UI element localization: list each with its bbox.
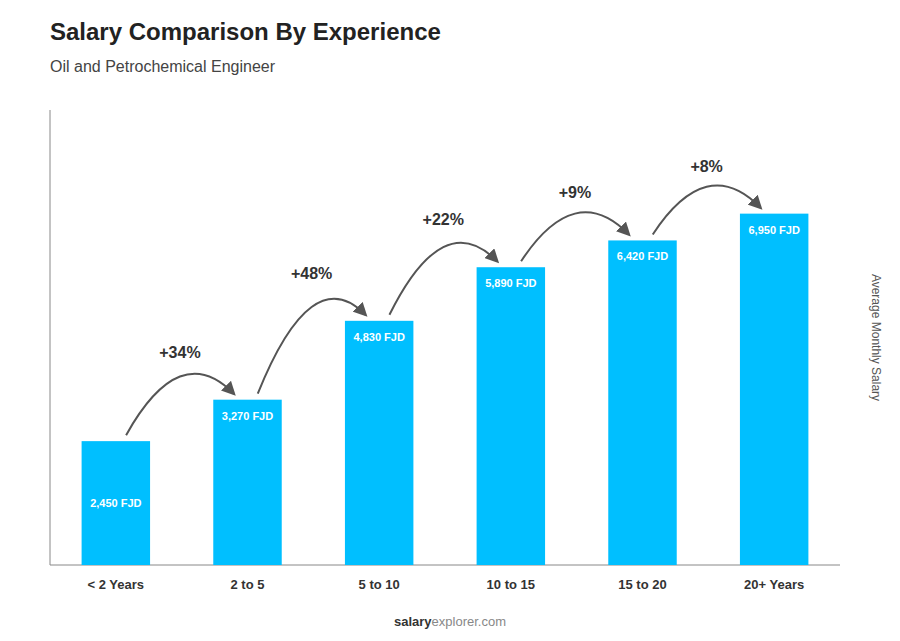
footer-rest: explorer.com xyxy=(432,614,506,629)
data-label: 3,270 FJD xyxy=(222,410,273,422)
change-arrow xyxy=(521,212,629,261)
data-label: 6,950 FJD xyxy=(748,224,799,236)
bar xyxy=(213,400,281,565)
data-label: 6,420 FJD xyxy=(617,250,668,262)
x-axis-line xyxy=(50,565,840,566)
change-arrow xyxy=(126,374,234,435)
change-arrow xyxy=(258,299,366,394)
footer-bold: salary xyxy=(394,614,432,629)
x-tick-label: 2 to 5 xyxy=(231,577,265,592)
chart: Salary Comparison By Experience Oil and P… xyxy=(0,0,900,641)
title: Salary Comparison By Experience xyxy=(50,18,441,45)
change-label: +34% xyxy=(159,344,200,361)
change-arrow xyxy=(653,186,761,235)
x-tick-label: 5 to 10 xyxy=(359,577,400,592)
data-label: 2,450 FJD xyxy=(90,497,141,509)
subtitle: Oil and Petrochemical Engineer xyxy=(50,58,276,75)
bar xyxy=(608,240,676,565)
x-tick-label: 20+ Years xyxy=(744,577,804,592)
y-axis-line xyxy=(50,110,51,565)
y-axis-label: Average Monthly Salary xyxy=(869,274,883,401)
bar xyxy=(740,214,808,565)
bar xyxy=(477,267,545,565)
change-arrow xyxy=(389,243,497,315)
change-label: +9% xyxy=(559,184,591,201)
x-tick-label: 10 to 15 xyxy=(487,577,535,592)
bars xyxy=(82,214,809,565)
x-tick-label: 15 to 20 xyxy=(618,577,666,592)
change-label: +22% xyxy=(423,211,464,228)
bar xyxy=(82,441,150,565)
data-label: 4,830 FJD xyxy=(353,331,404,343)
data-label: 5,890 FJD xyxy=(485,277,536,289)
x-tick-label: < 2 Years xyxy=(88,577,145,592)
bar xyxy=(345,321,413,565)
change-label: +8% xyxy=(690,158,722,175)
chart-container: Salary Comparison By Experience Oil and P… xyxy=(0,0,900,641)
change-label: +48% xyxy=(291,265,332,282)
footer: salaryexplorer.com xyxy=(394,614,506,629)
